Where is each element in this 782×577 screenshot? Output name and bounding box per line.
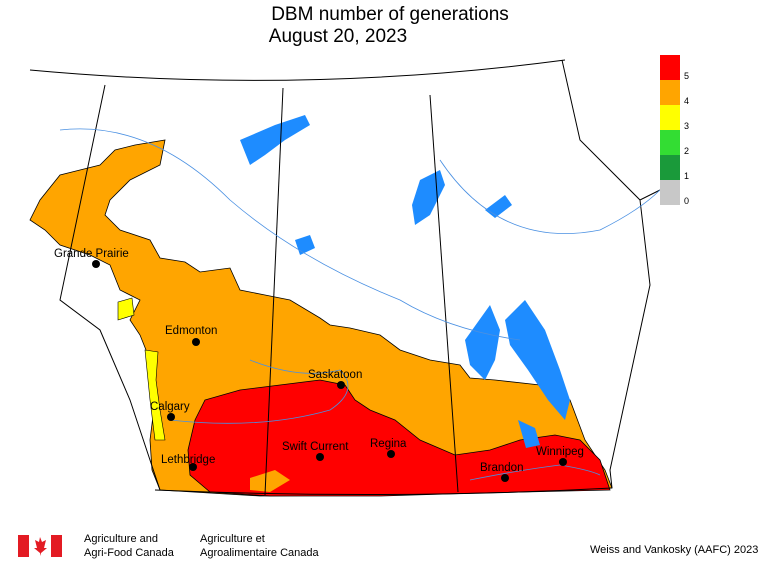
legend-swatch — [660, 105, 680, 130]
legend-swatch — [660, 80, 680, 105]
legend: 5 4 3 2 1 0 — [660, 55, 689, 206]
map-subtitle: August 20, 2023 — [269, 26, 407, 47]
legend-label: 3 — [684, 121, 689, 131]
agency-en: Agriculture and — [84, 533, 158, 545]
legend-label: 1 — [684, 171, 689, 181]
city-label: Brandon — [480, 462, 523, 474]
city-dot — [387, 450, 395, 458]
city-dot — [316, 453, 324, 461]
cities: Grande Prairie Edmonton Saskatoon Calgar… — [54, 248, 584, 482]
city-dot — [501, 474, 509, 482]
city-dot — [189, 463, 197, 471]
city-dot — [192, 338, 200, 346]
legend-swatch — [660, 130, 680, 155]
city-dot — [559, 458, 567, 466]
city-label: Winnipeg — [536, 446, 584, 458]
agency-en: Agri-Food Canada — [84, 547, 175, 559]
region-4-patch — [250, 470, 290, 492]
city-label: Saskatoon — [308, 369, 362, 381]
map-title: DBM number of generations — [271, 4, 509, 25]
city-label: Lethbridge — [161, 454, 215, 466]
legend-label: 5 — [684, 71, 689, 81]
legend-swatch — [660, 180, 680, 205]
legend-swatch — [660, 155, 680, 180]
lake — [518, 420, 540, 448]
region-3 — [117, 297, 135, 321]
rivers — [59, 128, 661, 481]
city-dot — [92, 260, 100, 268]
city-dot — [337, 381, 345, 389]
city-dot — [167, 413, 175, 421]
agency-fr: Agroalimentaire Canada — [200, 547, 320, 559]
city-label: Grande Prairie — [54, 248, 129, 260]
logo — [18, 535, 62, 557]
legend-label: 0 — [684, 196, 689, 206]
legend-swatch — [660, 55, 680, 80]
lake — [485, 195, 512, 218]
legend-label: 2 — [684, 146, 689, 156]
borders — [29, 59, 661, 496]
lake — [412, 170, 445, 225]
lake — [505, 300, 570, 420]
lake — [295, 235, 315, 255]
city-label: Edmonton — [165, 325, 217, 337]
city-label: Calgary — [150, 401, 190, 413]
credit: Weiss and Vankosky (AAFC) 2023 — [590, 544, 758, 556]
lake — [465, 305, 500, 380]
legend-label: 4 — [684, 96, 689, 106]
city-label: Swift Current — [282, 441, 349, 453]
lake — [240, 115, 310, 165]
region-3 — [144, 349, 166, 441]
agency-fr: Agriculture et — [200, 533, 265, 545]
city-label: Regina — [370, 438, 407, 450]
